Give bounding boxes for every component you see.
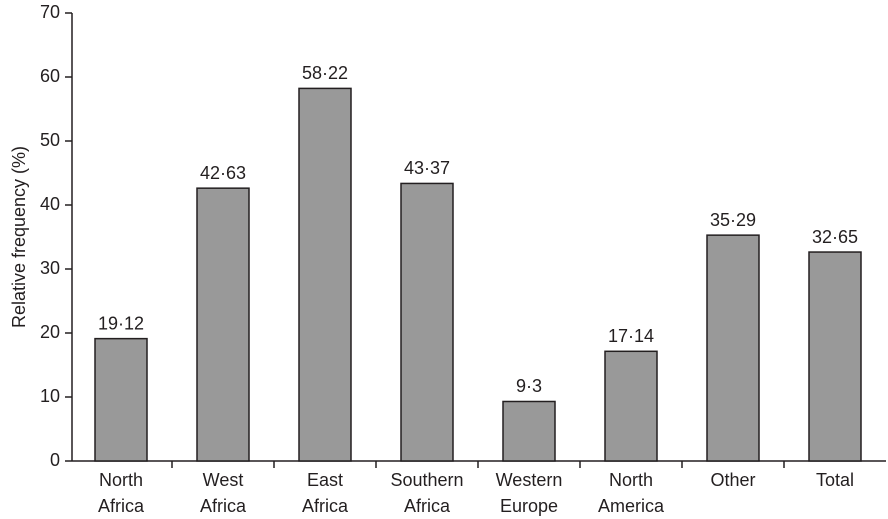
value-label: 9·3 — [516, 376, 542, 396]
bar — [808, 251, 862, 462]
bar — [298, 87, 352, 462]
x-tick-label: Western Europe — [496, 470, 563, 516]
x-tick-label: Other — [710, 470, 755, 490]
bar — [502, 400, 556, 462]
value-label: 35·29 — [710, 210, 756, 230]
value-label: 17·14 — [608, 326, 654, 346]
y-tick-label: 0 — [50, 450, 60, 470]
value-label: 43·37 — [404, 158, 450, 178]
y-tick-label: 10 — [40, 386, 60, 406]
y-tick-label: 30 — [40, 258, 60, 278]
y-tick-label: 50 — [40, 130, 60, 150]
y-axis-label: Relative frequency (%) — [9, 146, 29, 328]
x-tick-label: East Africa — [302, 470, 349, 516]
x-tick-label: West Africa — [200, 470, 247, 516]
value-label: 42·63 — [200, 163, 246, 183]
y-tick-label: 20 — [40, 322, 60, 342]
x-tick-label: North America — [598, 470, 665, 516]
y-tick-label: 40 — [40, 194, 60, 214]
bar — [196, 187, 250, 462]
x-tick-label: Total — [816, 470, 854, 490]
y-tick-label: 70 — [40, 2, 60, 22]
value-label: 32·65 — [812, 227, 858, 247]
x-tick-label: North Africa — [98, 470, 145, 516]
bar — [400, 182, 454, 462]
bar — [706, 234, 760, 462]
bar — [94, 337, 148, 462]
value-label: 58·22 — [302, 63, 348, 83]
y-tick-label: 60 — [40, 66, 60, 86]
bar — [604, 350, 658, 462]
x-tick-label: Southern Africa — [390, 470, 463, 516]
value-label: 19·12 — [98, 313, 144, 333]
